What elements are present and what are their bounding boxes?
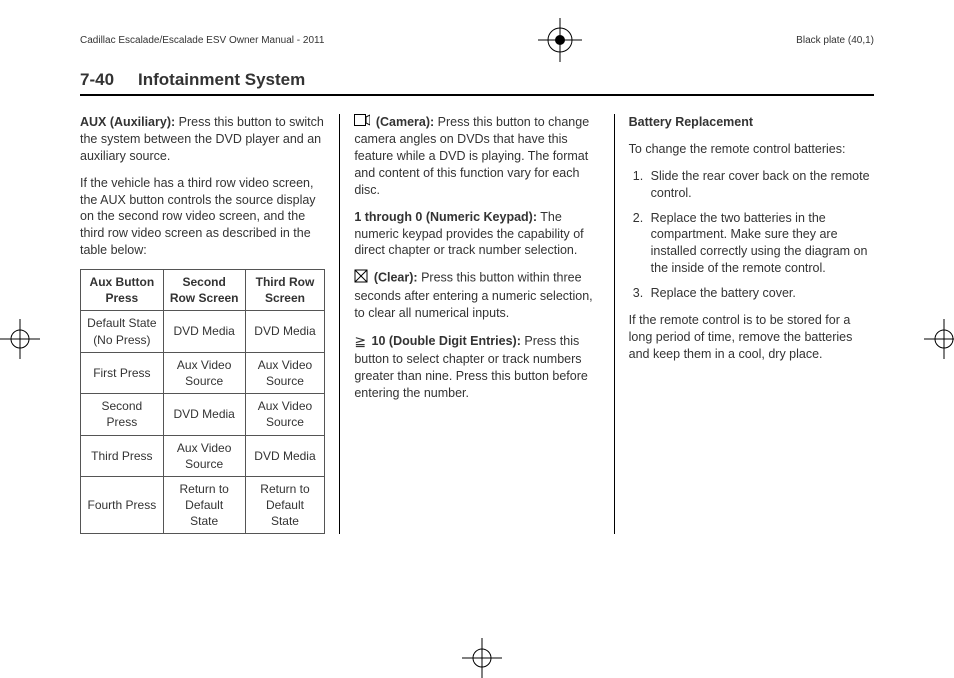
- clear-paragraph: (Clear): Press this button within three …: [354, 269, 599, 322]
- gte-icon: ≧: [354, 332, 366, 351]
- battery-heading: Battery Replacement: [629, 114, 874, 131]
- column-1: AUX (Auxiliary): Press this button to sw…: [80, 114, 339, 534]
- page-number: 7-40: [80, 70, 114, 90]
- table-cell: Aux Video Source: [245, 394, 325, 435]
- table-cell: Return to Default State: [245, 476, 325, 534]
- table-header: Second Row Screen: [163, 270, 245, 311]
- table-header: Aux Button Press: [81, 270, 164, 311]
- list-item: Replace the battery cover.: [647, 285, 874, 302]
- list-item: Slide the rear cover back on the remote …: [647, 168, 874, 202]
- table-cell: Third Press: [81, 435, 164, 476]
- aux-label: AUX (Auxiliary):: [80, 115, 175, 129]
- battery-intro: To change the remote control batteries:: [629, 141, 874, 158]
- registration-mark-icon: [538, 18, 582, 62]
- camera-icon: [354, 114, 370, 131]
- crop-mark-left: [0, 319, 30, 349]
- table-cell: First Press: [81, 352, 164, 393]
- camera-label: (Camera):: [376, 115, 434, 129]
- ten-label: 10 (Double Digit Entries):: [372, 334, 521, 348]
- crop-mark-bottom: [462, 638, 492, 668]
- aux-paragraph: AUX (Auxiliary): Press this button to sw…: [80, 114, 325, 165]
- content-columns: AUX (Auxiliary): Press this button to sw…: [80, 114, 874, 534]
- aux-paragraph-2: If the vehicle has a third row video scr…: [80, 175, 325, 259]
- table-cell: Fourth Press: [81, 476, 164, 534]
- battery-note: If the remote control is to be stored fo…: [629, 312, 874, 363]
- keypad-label: 1 through 0 (Numeric Keypad):: [354, 210, 537, 224]
- table-row: First PressAux Video SourceAux Video Sou…: [81, 352, 325, 393]
- table-cell: Aux Video Source: [163, 435, 245, 476]
- manual-title: Cadillac Escalade/Escalade ESV Owner Man…: [80, 35, 324, 46]
- ten-paragraph: ≧ 10 (Double Digit Entries): Press this …: [354, 332, 599, 402]
- list-item: Replace the two batteries in the compart…: [647, 210, 874, 278]
- table-cell: DVD Media: [245, 435, 325, 476]
- table-row: Default State (No Press)DVD MediaDVD Med…: [81, 311, 325, 352]
- table-row: Fourth PressReturn to Default StateRetur…: [81, 476, 325, 534]
- table-row: Third PressAux Video SourceDVD Media: [81, 435, 325, 476]
- page-content: 7-40 Infotainment System AUX (Auxiliary)…: [80, 70, 874, 608]
- plate-label: Black plate (40,1): [796, 35, 874, 46]
- table-cell: DVD Media: [163, 311, 245, 352]
- battery-steps: Slide the rear cover back on the remote …: [647, 168, 874, 302]
- table-cell: Aux Video Source: [163, 352, 245, 393]
- column-3: Battery Replacement To change the remote…: [614, 114, 874, 534]
- camera-paragraph: (Camera): Press this button to change ca…: [354, 114, 599, 199]
- column-2: (Camera): Press this button to change ca…: [339, 114, 613, 534]
- aux-button-table: Aux Button Press Second Row Screen Third…: [80, 269, 325, 534]
- clear-icon: [354, 269, 368, 288]
- table-row: Second PressDVD MediaAux Video Source: [81, 394, 325, 435]
- table-cell: Default State (No Press): [81, 311, 164, 352]
- print-header: Cadillac Escalade/Escalade ESV Owner Man…: [80, 18, 874, 62]
- table-header-row: Aux Button Press Second Row Screen Third…: [81, 270, 325, 311]
- clear-label: (Clear):: [374, 271, 418, 285]
- table-header: Third Row Screen: [245, 270, 325, 311]
- keypad-paragraph: 1 through 0 (Numeric Keypad): The numeri…: [354, 209, 599, 260]
- section-title: Infotainment System: [138, 70, 305, 90]
- page-header: 7-40 Infotainment System: [80, 70, 874, 96]
- crop-mark-right: [924, 319, 954, 349]
- table-cell: Aux Video Source: [245, 352, 325, 393]
- table-cell: DVD Media: [163, 394, 245, 435]
- table-cell: Second Press: [81, 394, 164, 435]
- table-cell: Return to Default State: [163, 476, 245, 534]
- table-cell: DVD Media: [245, 311, 325, 352]
